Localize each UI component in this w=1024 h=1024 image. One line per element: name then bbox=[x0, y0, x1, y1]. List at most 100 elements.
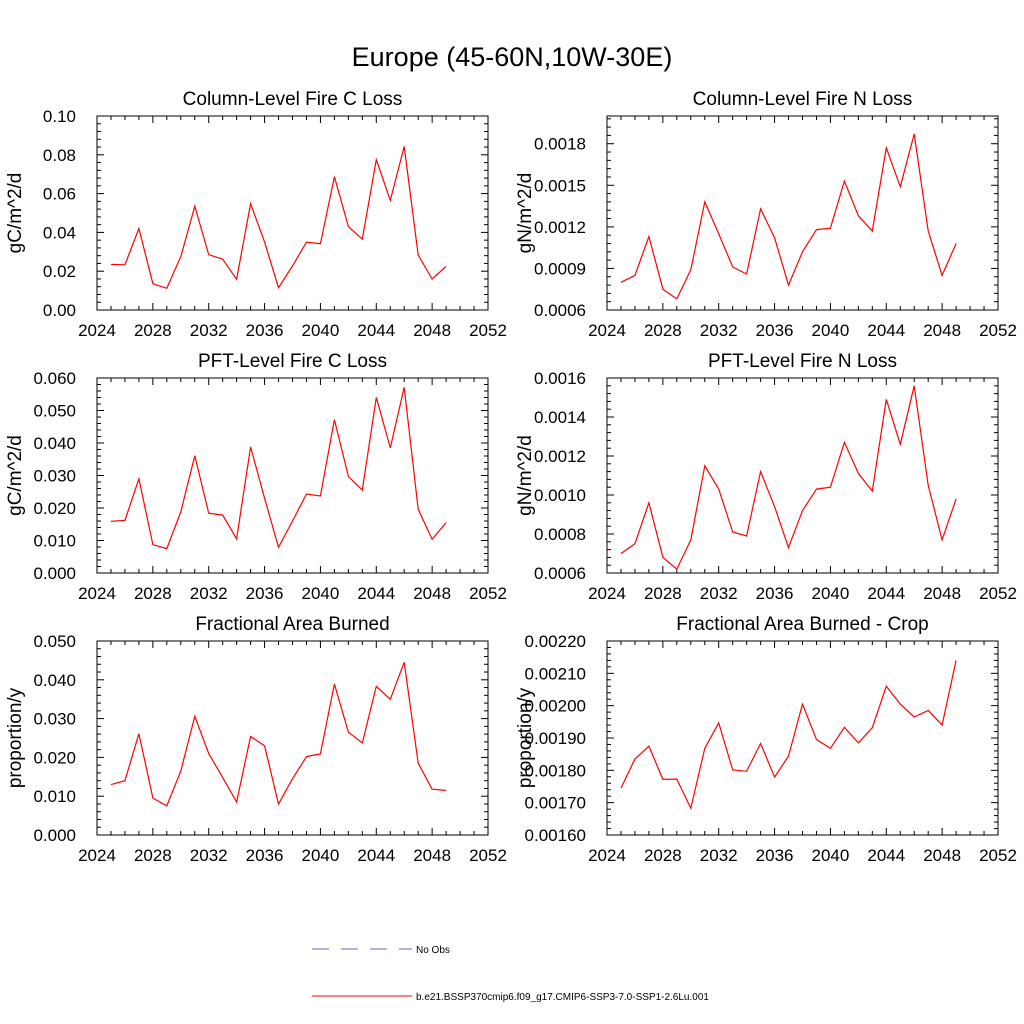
x-tick-label: 2040 bbox=[302, 321, 340, 340]
x-tick-label: 2032 bbox=[190, 321, 228, 340]
x-tick-label: 2040 bbox=[302, 846, 340, 865]
y-tick-label: 0.030 bbox=[33, 710, 76, 729]
y-axis-label: gN/m^2/d bbox=[515, 173, 536, 254]
x-tick-label: 2044 bbox=[867, 321, 905, 340]
x-tick-label: 2028 bbox=[134, 321, 172, 340]
y-tick-label: 0.04 bbox=[43, 223, 76, 242]
y-tick-label: 0.0009 bbox=[534, 259, 586, 278]
x-tick-label: 2032 bbox=[700, 321, 738, 340]
y-tick-label: 0.050 bbox=[33, 632, 76, 651]
x-tick-label: 2044 bbox=[357, 584, 395, 603]
y-tick-label: 0.00 bbox=[43, 301, 76, 320]
y-tick-label: 0.10 bbox=[43, 107, 76, 126]
x-tick-label: 2028 bbox=[644, 321, 682, 340]
x-tick-label: 2048 bbox=[923, 584, 961, 603]
panel-title: Fractional Area Burned bbox=[195, 614, 389, 635]
y-tick-label: 0.040 bbox=[33, 434, 76, 453]
panel-title: Column-Level Fire C Loss bbox=[183, 89, 403, 110]
y-tick-label: 0.08 bbox=[43, 146, 76, 165]
panel-title: Column-Level Fire N Loss bbox=[693, 89, 913, 110]
x-tick-label: 2032 bbox=[190, 846, 228, 865]
y-tick-label: 0.00220 bbox=[525, 632, 586, 651]
x-tick-label: 2044 bbox=[357, 321, 395, 340]
x-tick-label: 2040 bbox=[302, 584, 340, 603]
y-tick-label: 0.020 bbox=[33, 748, 76, 767]
x-tick-label: 2024 bbox=[78, 584, 116, 603]
y-tick-label: 0.00190 bbox=[525, 729, 586, 748]
x-tick-label: 2028 bbox=[134, 846, 172, 865]
chart-panel-3: PFT-Level Fire C Loss gC/m^2/d 2024 2028 203… bbox=[5, 351, 507, 603]
chart-panel-1: Column-Level Fire C Loss gC/m^2/d 2024 2028… bbox=[5, 89, 507, 340]
y-tick-label: 0.0015 bbox=[534, 176, 586, 195]
x-tick-label: 2032 bbox=[700, 584, 738, 603]
y-axis-label: gC/m^2/d bbox=[5, 435, 26, 516]
x-tick-label: 2036 bbox=[756, 846, 794, 865]
legend-label: b.e21.BSSP370cmip6.f09_g17.CMIP6-SSP3-7.… bbox=[416, 992, 709, 1003]
y-tick-label: 0.0010 bbox=[534, 486, 586, 505]
y-tick-label: 0.0006 bbox=[534, 564, 586, 583]
x-tick-label: 2048 bbox=[413, 584, 451, 603]
figure-title: Europe (45-60N,10W-30E) bbox=[352, 42, 673, 72]
x-tick-label: 2024 bbox=[588, 584, 626, 603]
chart-panel-5: Fractional Area Burned proportion/y 2024 20… bbox=[5, 614, 507, 865]
x-tick-label: 2032 bbox=[700, 846, 738, 865]
x-tick-label: 2044 bbox=[867, 584, 905, 603]
y-axis-label: proportion/y bbox=[515, 687, 536, 788]
x-tick-label: 2048 bbox=[923, 846, 961, 865]
y-tick-label: 0.00170 bbox=[525, 794, 586, 813]
y-axis-label: gC/m^2/d bbox=[5, 173, 26, 254]
x-tick-label: 2052 bbox=[979, 584, 1017, 603]
x-tick-label: 2024 bbox=[588, 321, 626, 340]
y-tick-label: 0.050 bbox=[33, 402, 76, 421]
series-line bbox=[620, 133, 957, 300]
y-tick-label: 0.00160 bbox=[525, 826, 586, 845]
x-tick-label: 2040 bbox=[812, 321, 850, 340]
y-tick-label: 0.06 bbox=[43, 185, 76, 204]
x-tick-label: 2048 bbox=[923, 321, 961, 340]
x-tick-label: 2028 bbox=[644, 584, 682, 603]
y-tick-label: 0.00200 bbox=[525, 697, 586, 716]
panels: Column-Level Fire C Loss gC/m^2/d 2024 2028… bbox=[5, 89, 1017, 865]
y-tick-label: 0.0012 bbox=[534, 218, 586, 237]
x-tick-label: 2024 bbox=[78, 321, 116, 340]
y-tick-label: 0.0012 bbox=[534, 447, 586, 466]
y-tick-label: 0.060 bbox=[33, 369, 76, 388]
chart-panel-4: PFT-Level Fire N Loss gN/m^2/d 2024 2028 203… bbox=[515, 351, 1017, 603]
x-tick-label: 2052 bbox=[469, 846, 507, 865]
chart-panel-6: Fractional Area Burned - Crop proportion/… bbox=[515, 614, 1017, 865]
y-axis-label: proportion/y bbox=[5, 687, 26, 788]
y-tick-label: 0.0008 bbox=[534, 525, 586, 544]
x-tick-label: 2052 bbox=[979, 321, 1017, 340]
panel-title: Fractional Area Burned - Crop bbox=[676, 614, 928, 635]
y-tick-label: 0.020 bbox=[33, 499, 76, 518]
series-line bbox=[110, 387, 447, 550]
x-tick-label: 2048 bbox=[413, 846, 451, 865]
x-tick-label: 2032 bbox=[190, 584, 228, 603]
legend: No Obs b.e21.BSSP370cmip6.f09_g17.CMIP6-S… bbox=[312, 945, 709, 1003]
x-tick-label: 2028 bbox=[644, 846, 682, 865]
y-axis-label: gN/m^2/d bbox=[515, 435, 536, 516]
x-tick-label: 2052 bbox=[469, 584, 507, 603]
y-tick-label: 0.0018 bbox=[534, 135, 586, 154]
x-tick-label: 2040 bbox=[812, 846, 850, 865]
x-tick-label: 2052 bbox=[979, 846, 1017, 865]
x-tick-label: 2044 bbox=[867, 846, 905, 865]
series-line bbox=[110, 146, 447, 290]
y-tick-label: 0.0014 bbox=[534, 408, 586, 427]
series-line bbox=[620, 385, 957, 571]
y-tick-label: 0.030 bbox=[33, 467, 76, 486]
panel-title: PFT-Level Fire C Loss bbox=[198, 351, 387, 372]
x-tick-label: 2036 bbox=[756, 321, 794, 340]
x-tick-label: 2036 bbox=[756, 584, 794, 603]
chart-panel-2: Column-Level Fire N Loss gN/m^2/d 2024 2028… bbox=[515, 89, 1017, 340]
y-tick-label: 0.02 bbox=[43, 262, 76, 281]
series-line bbox=[620, 660, 957, 810]
x-tick-label: 2044 bbox=[357, 846, 395, 865]
y-tick-label: 0.00210 bbox=[525, 664, 586, 683]
y-tick-label: 0.000 bbox=[33, 564, 76, 583]
x-tick-label: 2048 bbox=[413, 321, 451, 340]
x-tick-label: 2040 bbox=[812, 584, 850, 603]
y-tick-label: 0.00180 bbox=[525, 761, 586, 780]
